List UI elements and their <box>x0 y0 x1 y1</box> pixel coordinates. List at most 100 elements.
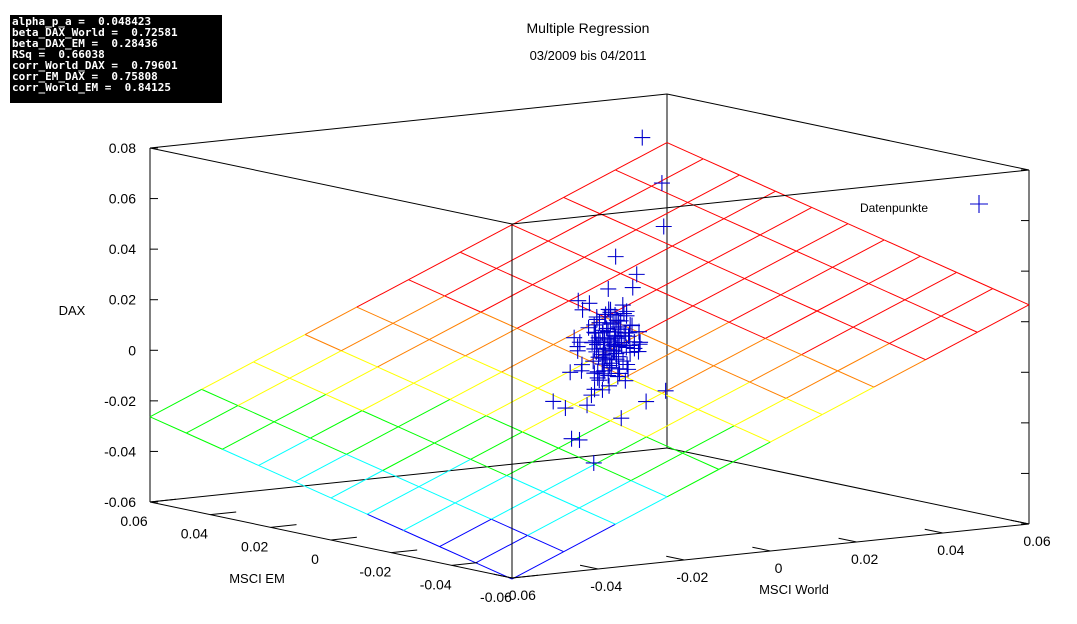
x-tick-label: 0.06 <box>1023 533 1050 549</box>
plane-grid-line <box>397 398 451 428</box>
box-edge-front-4 <box>149 147 513 225</box>
plane-grid-line <box>904 299 942 317</box>
plane-grid-line <box>459 224 513 253</box>
plane-grid-line <box>620 273 657 291</box>
data-point <box>570 292 587 309</box>
plane-grid-line <box>408 279 445 297</box>
plane-grid-line <box>428 339 466 357</box>
data-point <box>563 430 580 447</box>
plane-grid-line <box>889 315 942 344</box>
plane-grid-line <box>744 250 797 279</box>
plane-grid-line <box>403 529 440 548</box>
plane-grid-line <box>397 426 435 444</box>
plane-grid-line <box>408 251 461 281</box>
plane-grid-line <box>661 365 714 394</box>
plane-grid-line <box>511 224 549 242</box>
plane-grid-line <box>873 359 926 388</box>
plane-grid-line <box>253 334 306 363</box>
plane-grid-line <box>470 458 508 476</box>
x-tick-label: 0.04 <box>937 542 964 558</box>
y-tick-label: 0.06 <box>120 513 147 529</box>
data-point <box>583 387 600 404</box>
plane-grid-line <box>646 436 683 454</box>
plane-grid-line <box>377 366 414 384</box>
y-tick-label: 0.02 <box>241 538 268 554</box>
plane-grid-line <box>713 365 751 383</box>
plane-grid-line <box>480 284 533 313</box>
regression-stats-box: alpha_p_a = 0.048423 beta_DAX_World = 0.7… <box>10 15 222 103</box>
data-point <box>657 382 674 399</box>
plane-grid-line <box>465 355 502 373</box>
plane-grid-line <box>821 386 875 415</box>
plane-grid-line <box>775 190 813 208</box>
plane-grid-line <box>708 234 761 263</box>
data-point <box>557 400 574 417</box>
plane-grid-line <box>785 397 823 415</box>
plane-grid-line <box>366 486 420 515</box>
data-point <box>545 393 562 410</box>
plane-grid-line <box>346 426 399 455</box>
data-point <box>611 336 628 353</box>
plane-grid-line <box>361 410 399 428</box>
plane-grid-line <box>289 377 327 395</box>
data-point <box>613 410 630 427</box>
data-point <box>615 305 632 322</box>
data-point <box>609 330 626 347</box>
plane-grid-line <box>434 442 471 460</box>
x-tick-label: -0.02 <box>676 569 708 585</box>
plane-grid-line <box>149 416 187 434</box>
plane-grid-line <box>558 447 595 465</box>
plane-grid-line <box>444 295 482 313</box>
plane-grid-line <box>920 255 957 273</box>
plane-grid-line <box>847 223 885 241</box>
plane-grid-line <box>439 546 477 564</box>
plane-grid-line <box>992 288 1030 306</box>
plane-grid-line <box>516 300 570 329</box>
plane-grid-line <box>640 305 694 334</box>
plane-grid-line <box>511 196 564 226</box>
plane-grid-line <box>868 255 921 285</box>
plane-grid-line <box>620 245 673 274</box>
plane-grid-line <box>537 387 575 405</box>
stat-beta_DAX_World: beta_DAX_World = 0.72581 <box>12 26 178 39</box>
data-point <box>603 359 620 376</box>
data-point <box>571 334 588 351</box>
data-point <box>630 343 647 360</box>
data-point <box>620 361 637 378</box>
data-point <box>596 349 613 366</box>
plane-grid-line <box>573 404 611 422</box>
legend-marker <box>970 195 988 213</box>
plane-grid-line <box>449 371 502 400</box>
plane-grid-line <box>382 470 420 488</box>
plane-grid-line <box>651 158 704 187</box>
data-point <box>611 365 628 382</box>
plane-grid-line <box>361 382 414 412</box>
plane-grid-line <box>584 256 621 274</box>
plane-grid-line <box>708 261 745 279</box>
plane-grid-line <box>868 283 906 301</box>
plane-grid-line <box>392 322 430 341</box>
plane-grid-line <box>692 278 745 307</box>
data-point <box>581 295 598 312</box>
plane-grid-line <box>770 414 823 443</box>
plane-grid-line <box>382 442 435 471</box>
data-point <box>607 248 624 265</box>
plane-grid-line <box>511 551 564 580</box>
data-point <box>610 338 627 355</box>
plane-grid-line <box>811 207 849 225</box>
plane-grid-line <box>651 185 688 203</box>
z-axis-label: DAX <box>59 303 86 318</box>
plane-grid-line <box>615 142 668 171</box>
z-tick-label: 0.04 <box>109 241 136 257</box>
plane-grid-line <box>739 174 776 192</box>
y-tick-label: -0.04 <box>420 576 452 592</box>
plane-grid-line <box>780 294 818 312</box>
plane-grid-line <box>682 425 735 454</box>
box-edge-back-4 <box>666 93 1030 171</box>
data-point <box>614 297 631 314</box>
plane-grid-line <box>599 213 637 231</box>
z-tick-label: -0.02 <box>104 393 136 409</box>
plane-grid-line <box>837 343 890 372</box>
plane-grid-line <box>615 169 652 187</box>
plane-grid-line <box>258 465 296 483</box>
